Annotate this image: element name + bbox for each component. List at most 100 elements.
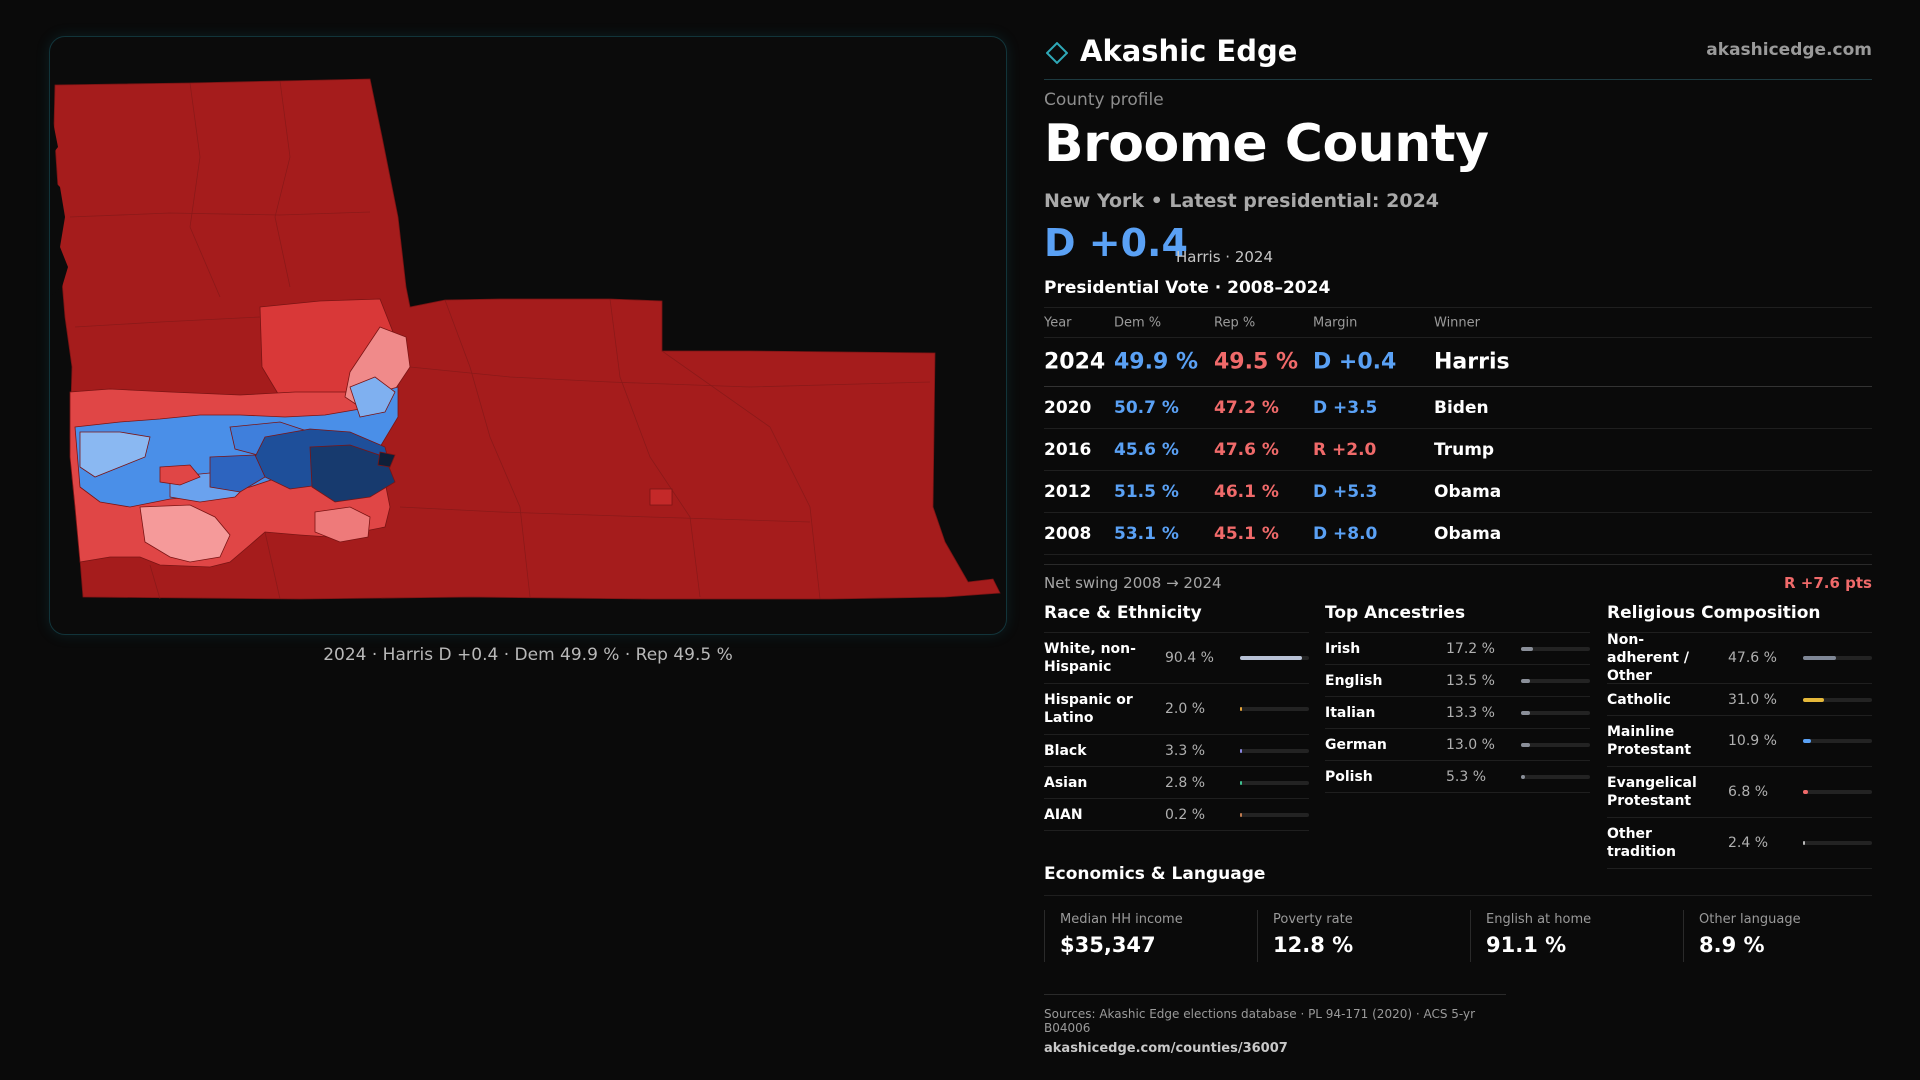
religion-label: Mainline Protestant bbox=[1607, 724, 1692, 758]
header-margin: Margin bbox=[1313, 315, 1358, 330]
ancestry-pct: 13.0 % bbox=[1446, 736, 1495, 753]
ancestry-bar-track bbox=[1521, 710, 1590, 715]
vote-rep-pct: 45.1 % bbox=[1214, 523, 1279, 544]
religion-bar-fill bbox=[1803, 739, 1811, 743]
ancestry-bar-fill bbox=[1521, 774, 1525, 779]
econ-value: 8.9 % bbox=[1699, 933, 1765, 957]
sources-footer: Sources: Akashic Edge elections database… bbox=[1044, 994, 1506, 1056]
race-pct: 90.4 % bbox=[1165, 650, 1214, 666]
vote-dem-pct: 45.6 % bbox=[1114, 439, 1179, 460]
vote-table-header: Year Dem % Rep % Margin Winner bbox=[1044, 307, 1872, 338]
race-title: Race & Ethnicity bbox=[1044, 602, 1309, 633]
religion-pct: 10.9 % bbox=[1728, 733, 1777, 749]
net-swing-row: Net swing 2008 → 2024 R +7.6 pts bbox=[1044, 564, 1872, 600]
ancestry-label: German bbox=[1325, 736, 1387, 753]
econ-label: Median HH income bbox=[1060, 912, 1183, 927]
race-bar-fill bbox=[1240, 656, 1303, 660]
vote-year: 2008 bbox=[1044, 523, 1092, 544]
vote-row-2016[interactable]: 2016 45.6 % 47.6 % R +2.0 Trump bbox=[1044, 429, 1872, 471]
map-region-pink-2[interactable] bbox=[139, 504, 231, 563]
map-region-pink-3[interactable] bbox=[314, 506, 371, 543]
vote-winner: Obama bbox=[1434, 481, 1502, 502]
religion-bar-track bbox=[1803, 739, 1872, 743]
brand-header: Akashic Edge akashicedge.com bbox=[1044, 30, 1872, 80]
religion-pct: 6.8 % bbox=[1728, 784, 1769, 800]
vote-rep-pct: 46.1 % bbox=[1214, 481, 1279, 502]
race-row: Asian 2.8 % bbox=[1044, 767, 1309, 799]
vote-margin: R +2.0 bbox=[1313, 439, 1377, 460]
vote-table-title: Presidential Vote · 2008–2024 bbox=[1044, 278, 1331, 298]
race-bar-fill bbox=[1240, 812, 1242, 817]
ancestry-pct: 13.5 % bbox=[1446, 672, 1495, 689]
race-bar-track bbox=[1240, 656, 1309, 660]
religion-pct: 2.4 % bbox=[1728, 835, 1769, 851]
header-winner: Winner bbox=[1434, 315, 1481, 330]
race-section: Race & Ethnicity White, non-Hispanic 90.4… bbox=[1044, 602, 1309, 831]
vote-winner: Biden bbox=[1434, 397, 1489, 418]
religion-title: Religious Composition bbox=[1607, 602, 1872, 633]
ancestry-row: Italian 13.3 % bbox=[1325, 697, 1590, 729]
vote-row-2020[interactable]: 2020 50.7 % 47.2 % D +3.5 Biden bbox=[1044, 387, 1872, 429]
econ-cell-income: Median HH income $35,347 bbox=[1044, 910, 1257, 962]
econ-label: English at home bbox=[1486, 912, 1592, 927]
religion-bar-track bbox=[1803, 790, 1872, 794]
county-url-link[interactable]: akashicedge.com/counties/36007 bbox=[1044, 1041, 1288, 1056]
religion-row: Non-adherent / Other 47.6 % bbox=[1607, 632, 1872, 684]
vote-dem-pct: 51.5 % bbox=[1114, 481, 1179, 502]
vote-margin: D +3.5 bbox=[1313, 397, 1378, 418]
econ-cell-poverty: Poverty rate 12.8 % bbox=[1257, 910, 1470, 962]
ancestry-bar-track bbox=[1521, 678, 1590, 683]
map-region-navy[interactable] bbox=[309, 444, 396, 503]
religion-bar-track bbox=[1803, 697, 1872, 702]
brand-url-link[interactable]: akashicedge.com bbox=[1706, 40, 1872, 60]
economics-panel: Median HH income $35,347 Poverty rate 12… bbox=[1044, 895, 1872, 965]
vote-table: Year Dem % Rep % Margin Winner 2024 49.9 … bbox=[1044, 307, 1872, 555]
vote-row-2008[interactable]: 2008 53.1 % 45.1 % D +8.0 Obama bbox=[1044, 513, 1872, 555]
race-label: Hispanic or Latino bbox=[1044, 692, 1133, 726]
vote-dem-pct: 53.1 % bbox=[1114, 523, 1179, 544]
religion-row: Catholic 31.0 % bbox=[1607, 684, 1872, 716]
religion-bar-track bbox=[1803, 841, 1872, 845]
religion-bar-fill bbox=[1803, 841, 1805, 845]
religion-label: Other tradition bbox=[1607, 826, 1676, 860]
vote-row-2024[interactable]: 2024 49.9 % 49.5 % D +0.4 Harris bbox=[1044, 338, 1872, 387]
ancestry-title: Top Ancestries bbox=[1325, 602, 1590, 633]
religion-label: Catholic bbox=[1607, 691, 1671, 708]
religion-bar-fill bbox=[1803, 790, 1808, 794]
vote-rep-pct: 49.5 % bbox=[1214, 349, 1298, 375]
net-swing-value: R +7.6 pts bbox=[1784, 574, 1872, 592]
ancestry-bar-track bbox=[1521, 774, 1590, 779]
precinct-map[interactable] bbox=[50, 37, 1007, 635]
race-pct: 2.8 % bbox=[1165, 774, 1206, 791]
diamond-logo-icon bbox=[1046, 42, 1068, 64]
page-subtitle: New York • Latest presidential: 2024 bbox=[1044, 190, 1440, 212]
econ-label: Other language bbox=[1699, 912, 1801, 927]
race-bar-track bbox=[1240, 707, 1309, 711]
ancestry-label: Polish bbox=[1325, 768, 1373, 785]
sources-text: Sources: Akashic Edge elections database… bbox=[1044, 1007, 1476, 1035]
religion-section: Religious Composition Non-adherent / Oth… bbox=[1607, 602, 1872, 869]
ancestry-pct: 5.3 % bbox=[1446, 768, 1487, 785]
religion-bar-track bbox=[1803, 656, 1872, 660]
ancestry-label: Italian bbox=[1325, 704, 1376, 721]
race-label: Asian bbox=[1044, 774, 1088, 791]
religion-bar-fill bbox=[1803, 656, 1836, 660]
vote-year: 2024 bbox=[1044, 349, 1106, 375]
county-map-panel[interactable] bbox=[49, 36, 1007, 635]
ancestry-row: English 13.5 % bbox=[1325, 665, 1590, 697]
economics-title: Economics & Language bbox=[1044, 864, 1266, 884]
header-year: Year bbox=[1044, 315, 1072, 330]
vote-winner: Harris bbox=[1434, 349, 1510, 375]
header-rep: Rep % bbox=[1214, 315, 1256, 330]
econ-label: Poverty rate bbox=[1273, 912, 1353, 927]
econ-value: 91.1 % bbox=[1486, 933, 1567, 957]
race-label: AIAN bbox=[1044, 806, 1083, 823]
vote-row-2012[interactable]: 2012 51.5 % 46.1 % D +5.3 Obama bbox=[1044, 471, 1872, 513]
vote-margin: D +0.4 bbox=[1313, 349, 1397, 375]
race-bar-track bbox=[1240, 812, 1309, 817]
race-bar-track bbox=[1240, 748, 1309, 753]
race-row: AIAN 0.2 % bbox=[1044, 799, 1309, 831]
map-region-blue-pale[interactable] bbox=[79, 431, 151, 478]
vote-dem-pct: 50.7 % bbox=[1114, 397, 1179, 418]
vote-rep-pct: 47.2 % bbox=[1214, 397, 1279, 418]
